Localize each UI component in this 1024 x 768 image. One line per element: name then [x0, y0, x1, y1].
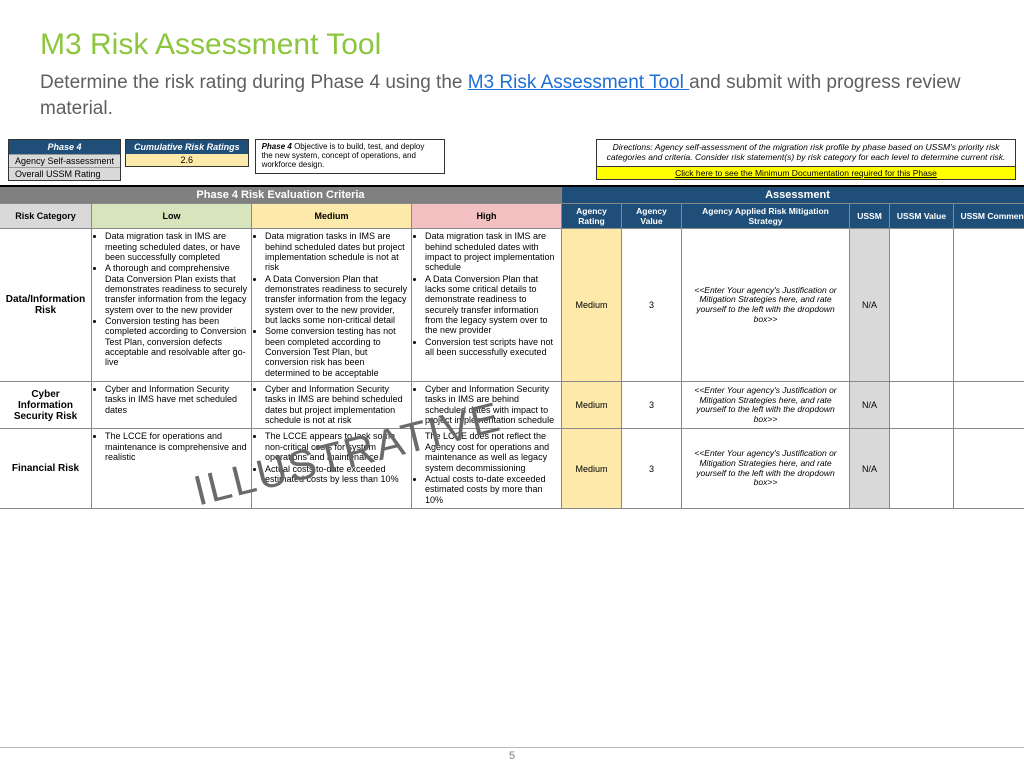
- col-category: Risk Category: [0, 204, 92, 229]
- row-1-low: Cyber and Information Security tasks in …: [92, 382, 252, 429]
- row-0-ussm-comment: [954, 229, 1024, 382]
- risk-grid: Phase 4 Risk Evaluation Criteria Assessm…: [0, 185, 1024, 509]
- min-doc-link[interactable]: Click here to see the Minimum Documentat…: [596, 167, 1016, 180]
- row-1-agency-rating[interactable]: Medium: [562, 382, 622, 429]
- col-agency-value: Agency Value: [622, 204, 682, 229]
- page-title: M3 Risk Assessment Tool: [40, 28, 984, 62]
- row-0-ussm-value: [890, 229, 954, 382]
- row-0-mitigation: <<Enter Your agency's Justification or M…: [682, 229, 850, 382]
- col-ussm-value: USSM Value: [890, 204, 954, 229]
- col-agency-rating: Agency Rating: [562, 204, 622, 229]
- row-2-high: The LCCE does not reflect the Agency cos…: [412, 429, 562, 508]
- col-ussm-comment: USSM Comment: [954, 204, 1024, 229]
- summary-row: Phase 4 Agency Self-assessment Overall U…: [0, 139, 1024, 185]
- row-0-high: Data migration task in IMS are behind sc…: [412, 229, 562, 382]
- row-0-medium: Data migration tasks in IMS are behind s…: [252, 229, 412, 382]
- row-0-category: Data/Information Risk: [0, 229, 92, 382]
- subtitle: Determine the risk rating during Phase 4…: [40, 70, 984, 121]
- cumulative-box: Cumulative Risk Ratings 2.6: [125, 139, 249, 167]
- col-low: Low: [92, 204, 252, 229]
- row-2-agency-value: 3: [622, 429, 682, 508]
- row-1-ussm: N/A: [850, 382, 890, 429]
- row-2-ussm-comment: [954, 429, 1024, 508]
- row-2-medium: The LCCE appears to lack some non-critic…: [252, 429, 412, 508]
- band-criteria: Phase 4 Risk Evaluation Criteria: [0, 187, 562, 204]
- tool-link[interactable]: M3 Risk Assessment Tool: [468, 72, 689, 93]
- row-1-ussm-value: [890, 382, 954, 429]
- row-1-ussm-comment: [954, 382, 1024, 429]
- row-0-agency-rating[interactable]: Medium: [562, 229, 622, 382]
- row-2-ussm: N/A: [850, 429, 890, 508]
- col-high: High: [412, 204, 562, 229]
- phase-header: Phase 4: [9, 140, 120, 154]
- row-2-ussm-value: [890, 429, 954, 508]
- objective-label: Phase 4: [262, 142, 292, 151]
- phase-row-self: Agency Self-assessment: [9, 154, 120, 167]
- cumulative-header: Cumulative Risk Ratings: [126, 140, 248, 154]
- row-0-ussm: N/A: [850, 229, 890, 382]
- row-1-mitigation: <<Enter Your agency's Justification or M…: [682, 382, 850, 429]
- cumulative-value: 2.6: [126, 154, 248, 166]
- row-2-low: The LCCE for operations and maintenance …: [92, 429, 252, 508]
- band-assessment: Assessment: [562, 187, 1024, 204]
- col-ussm: USSM: [850, 204, 890, 229]
- row-2-mitigation: <<Enter Your agency's Justification or M…: [682, 429, 850, 508]
- directions-box: Directions: Agency self-assessment of th…: [596, 139, 1016, 180]
- col-medium: Medium: [252, 204, 412, 229]
- row-0-low: Data migration task in IMS are meeting s…: [92, 229, 252, 382]
- col-mitigation: Agency Applied Risk Mitigation Strategy: [682, 204, 850, 229]
- phase-row-ussm: Overall USSM Rating: [9, 167, 120, 180]
- row-0-agency-value: 3: [622, 229, 682, 382]
- page-number: 5: [0, 747, 1024, 762]
- objective-box: Phase 4 Objective is to build, test, and…: [255, 139, 445, 173]
- row-1-agency-value: 3: [622, 382, 682, 429]
- subtitle-pre: Determine the risk rating during Phase 4…: [40, 72, 468, 93]
- row-2-category: Financial Risk: [0, 429, 92, 508]
- phase-box: Phase 4 Agency Self-assessment Overall U…: [8, 139, 121, 181]
- row-2-agency-rating[interactable]: Medium: [562, 429, 622, 508]
- directions-text: Directions: Agency self-assessment of th…: [596, 139, 1016, 167]
- row-1-high: Cyber and Information Security tasks in …: [412, 382, 562, 429]
- row-1-category: Cyber Information Security Risk: [0, 382, 92, 429]
- row-1-medium: Cyber and Information Security tasks in …: [252, 382, 412, 429]
